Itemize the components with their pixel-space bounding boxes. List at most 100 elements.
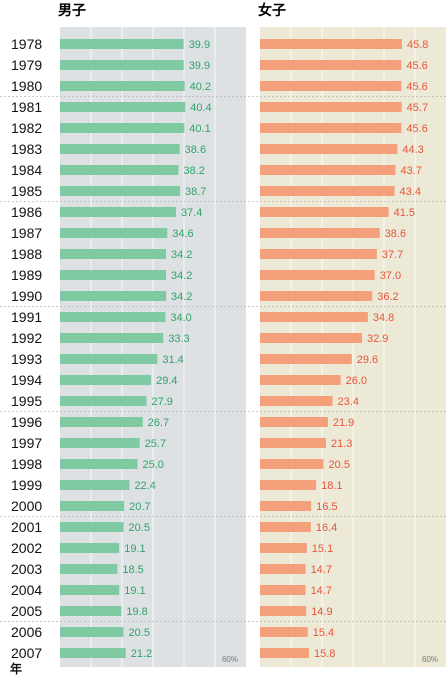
year-label-1984: 1984	[11, 162, 42, 178]
panel-title-female: 女子	[258, 3, 286, 19]
year-label-1999: 1999	[11, 477, 42, 493]
bar-1-1992	[260, 333, 362, 343]
value-label-1-1986: 41.5	[394, 207, 415, 219]
value-label-0-2003: 18.5	[122, 564, 143, 576]
bar-0-1998	[60, 459, 138, 469]
value-label-1-2001: 16.4	[316, 522, 337, 534]
bar-0-2001	[60, 522, 124, 532]
bar-1-1999	[260, 480, 317, 490]
value-label-0-1986: 37.4	[181, 207, 202, 219]
bar-0-1979	[60, 60, 184, 70]
year-label-1997: 1997	[11, 435, 42, 451]
bar-0-1983	[60, 144, 180, 154]
value-label-1-2006: 15.4	[313, 627, 334, 639]
year-axis-label: 年	[10, 662, 23, 676]
bar-1-1986	[260, 207, 389, 217]
year-label-2005: 2005	[11, 603, 42, 619]
year-label-1980: 1980	[11, 78, 42, 94]
value-label-0-2001: 20.5	[129, 522, 150, 534]
bar-1-2005	[260, 606, 307, 616]
bar-1-1998	[260, 459, 324, 469]
bar-0-1997	[60, 438, 140, 448]
year-label-1989: 1989	[11, 267, 42, 283]
bar-0-2000	[60, 501, 125, 511]
value-label-1-1988: 37.7	[382, 249, 403, 261]
value-label-0-1999: 22.4	[134, 480, 155, 492]
bar-1-1990	[260, 291, 373, 301]
bar-1-2003	[260, 564, 306, 574]
bar-1-1985	[260, 186, 395, 196]
bar-0-1993	[60, 354, 158, 364]
value-label-1-1982: 45.6	[406, 123, 427, 135]
value-label-0-2007: 21.2	[131, 648, 152, 660]
year-label-1985: 1985	[11, 183, 42, 199]
bar-0-1989	[60, 270, 167, 280]
year-label-1992: 1992	[11, 330, 42, 346]
bar-0-1982	[60, 123, 185, 133]
bar-1-1995	[260, 396, 333, 406]
value-label-1-1995: 23.4	[338, 396, 359, 408]
bar-0-1996	[60, 417, 143, 427]
bar-1-2000	[260, 501, 312, 511]
value-label-0-2004: 19.1	[124, 585, 145, 597]
value-label-0-1990: 34.2	[171, 291, 192, 303]
bar-1-1997	[260, 438, 327, 448]
bar-1-1981	[260, 102, 402, 112]
value-label-1-2002: 15.1	[312, 543, 333, 555]
bar-0-1980	[60, 81, 185, 91]
value-label-0-1993: 31.4	[162, 354, 183, 366]
value-label-1-1987: 38.6	[385, 228, 406, 240]
panel-title-male: 男子	[58, 3, 86, 19]
bar-1-1989	[260, 270, 375, 280]
value-label-0-1983: 38.6	[185, 144, 206, 156]
year-label-1987: 1987	[11, 225, 42, 241]
bar-0-2007	[60, 648, 126, 658]
bar-1-1994	[260, 375, 341, 385]
bar-1-2001	[260, 522, 311, 532]
value-label-0-2005: 19.8	[126, 606, 147, 618]
value-label-1-1991: 34.8	[373, 312, 394, 324]
year-label-2003: 2003	[11, 561, 42, 577]
year-label-2001: 2001	[11, 519, 42, 535]
bar-1-1987	[260, 228, 380, 238]
value-label-1-1989: 37.0	[380, 270, 401, 282]
year-label-1979: 1979	[11, 57, 42, 73]
value-label-0-2000: 20.7	[129, 501, 150, 513]
bar-1-1984	[260, 165, 396, 175]
value-label-0-1989: 34.2	[171, 270, 192, 282]
year-label-1993: 1993	[11, 351, 42, 367]
bar-0-1992	[60, 333, 164, 343]
value-label-1-1999: 18.1	[321, 480, 342, 492]
value-label-0-2006: 20.5	[129, 627, 150, 639]
bar-0-2005	[60, 606, 122, 616]
bar-1-1979	[260, 60, 402, 70]
value-label-0-1979: 39.9	[189, 60, 210, 72]
year-label-1981: 1981	[11, 99, 42, 115]
value-label-1-2005: 14.9	[311, 606, 332, 618]
year-label-1986: 1986	[11, 204, 42, 220]
bar-0-2004	[60, 585, 120, 595]
value-label-1-1985: 43.4	[400, 186, 421, 198]
year-label-1990: 1990	[11, 288, 42, 304]
bar-0-1990	[60, 291, 167, 301]
year-label-1983: 1983	[11, 141, 42, 157]
year-label-1991: 1991	[11, 309, 42, 325]
bar-0-1988	[60, 249, 167, 259]
bar-0-1995	[60, 396, 147, 406]
value-label-1-1998: 20.5	[329, 459, 350, 471]
bar-1-1978	[260, 39, 402, 49]
value-label-0-1980: 40.2	[190, 81, 211, 93]
value-label-1-1983: 44.3	[402, 144, 423, 156]
bar-1-1993	[260, 354, 352, 364]
bar-0-2006	[60, 627, 124, 637]
value-label-1-1978: 45.8	[407, 39, 428, 51]
bar-0-1986	[60, 207, 176, 217]
bar-1-1996	[260, 417, 328, 427]
value-label-1-2007: 15.8	[314, 648, 335, 660]
year-label-1978: 1978	[11, 36, 42, 52]
bar-0-1978	[60, 39, 184, 49]
value-label-1-1992: 32.9	[367, 333, 388, 345]
year-label-2004: 2004	[11, 582, 42, 598]
bar-0-1999	[60, 480, 130, 490]
year-label-2000: 2000	[11, 498, 42, 514]
